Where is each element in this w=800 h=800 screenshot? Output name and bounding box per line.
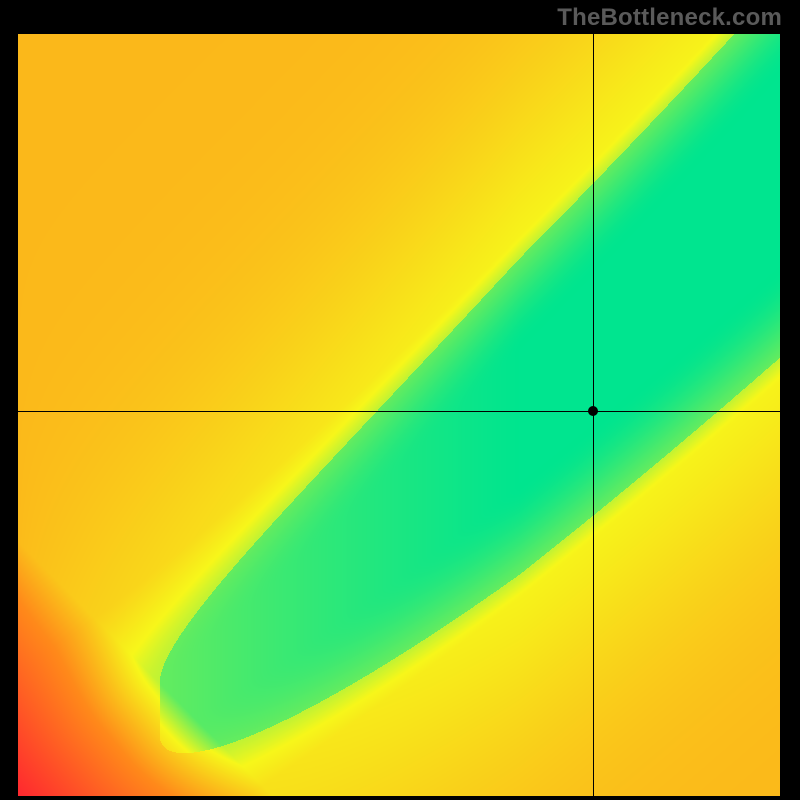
crosshair-horizontal <box>18 411 780 412</box>
heatmap-canvas <box>18 34 780 796</box>
plot-frame <box>18 34 780 796</box>
chart-container: TheBottleneck.com <box>0 0 800 800</box>
watermark-text: TheBottleneck.com <box>557 4 782 32</box>
